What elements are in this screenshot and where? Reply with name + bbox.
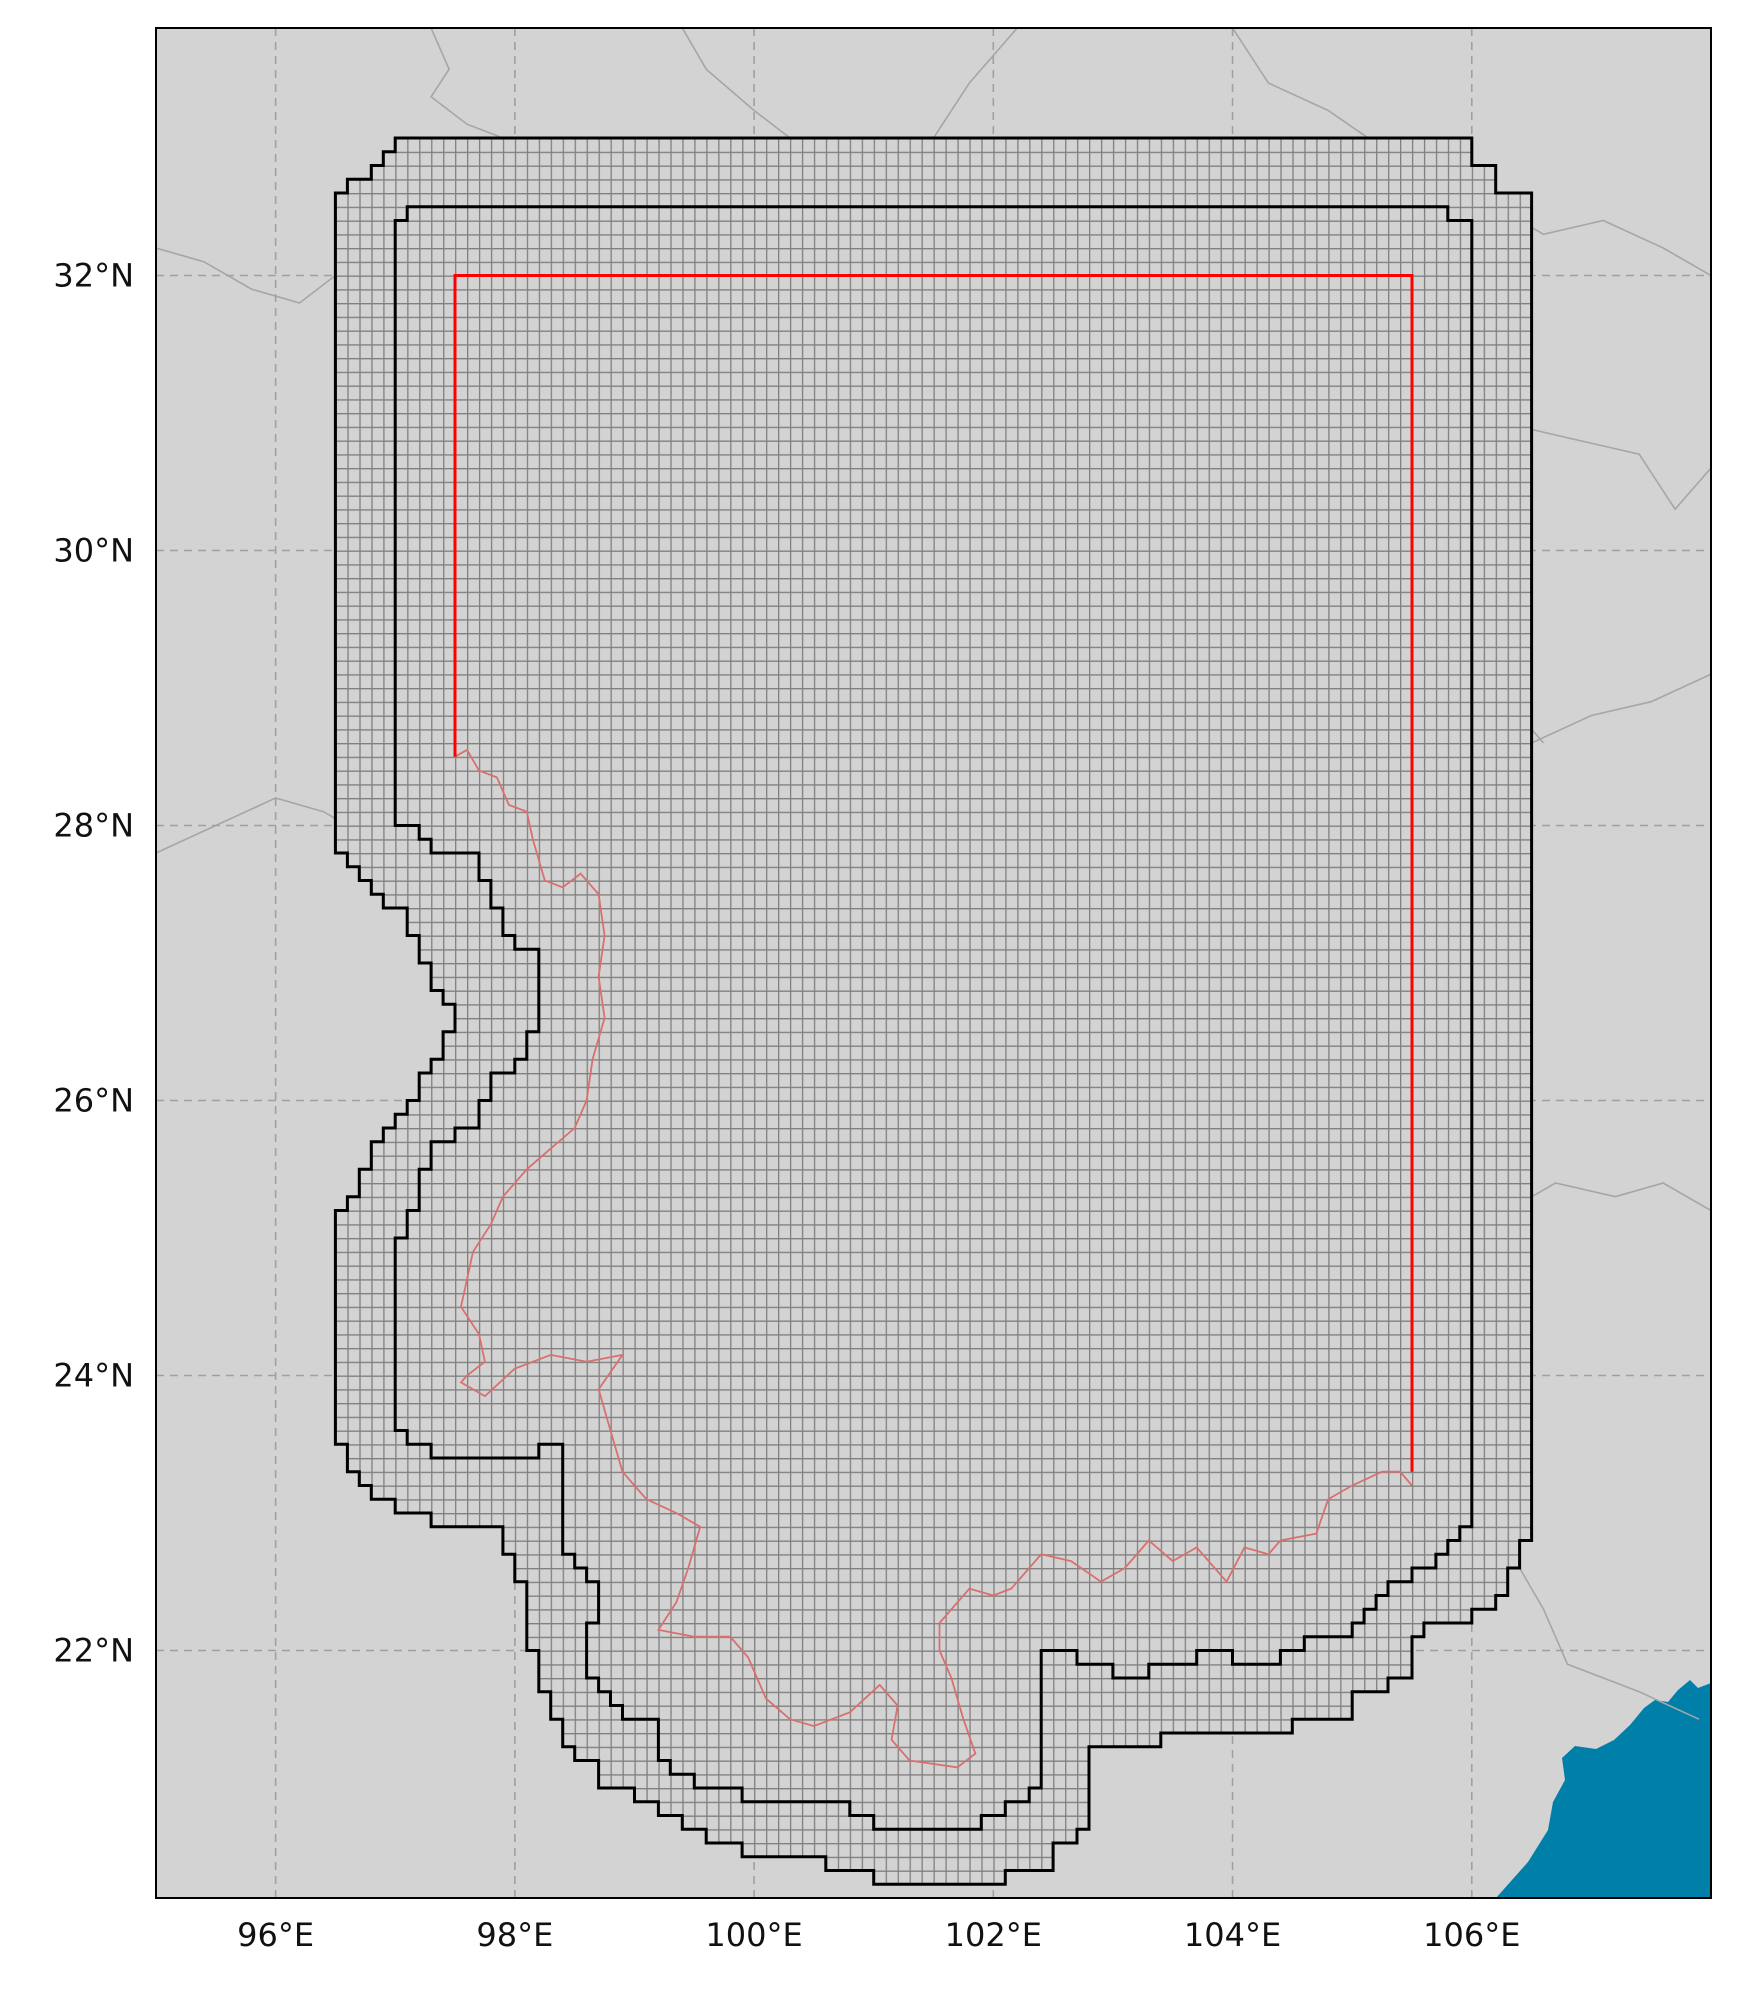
x-tick-label: 98°E (476, 1916, 553, 1954)
sea-area (1496, 1680, 1711, 1898)
admin-border-line (1519, 425, 1711, 511)
y-tick-label: 30°N (53, 532, 134, 570)
y-axis-ticks: 22°N 24°N 26°N 28°N 30°N 32°N (53, 257, 134, 1670)
grid-cells-fill (335, 138, 1532, 1885)
y-tick-label: 26°N (53, 1082, 134, 1120)
y-tick-label: 32°N (53, 257, 134, 295)
x-tick-label: 104°E (1184, 1916, 1281, 1954)
domain-box (453, 274, 1414, 1472)
region-outline (454, 748, 1413, 1769)
x-tick-label: 96°E (237, 1916, 314, 1954)
x-tick-label: 106°E (1423, 1916, 1520, 1954)
grid-cells (335, 138, 1532, 1885)
outer-buffer-outline (333, 136, 1534, 1886)
y-tick-label: 22°N (53, 1632, 134, 1670)
x-axis-ticks: 96°E 98°E 100°E 102°E 104°E 106°E (237, 1916, 1520, 1954)
y-tick-label: 24°N (53, 1357, 134, 1395)
map-frame (155, 27, 1712, 1899)
y-tick-label: 28°N (53, 807, 134, 845)
x-tick-label: 100°E (705, 1916, 802, 1954)
inner-buffer-outline (393, 205, 1474, 1831)
x-tick-label: 102°E (945, 1916, 1042, 1954)
